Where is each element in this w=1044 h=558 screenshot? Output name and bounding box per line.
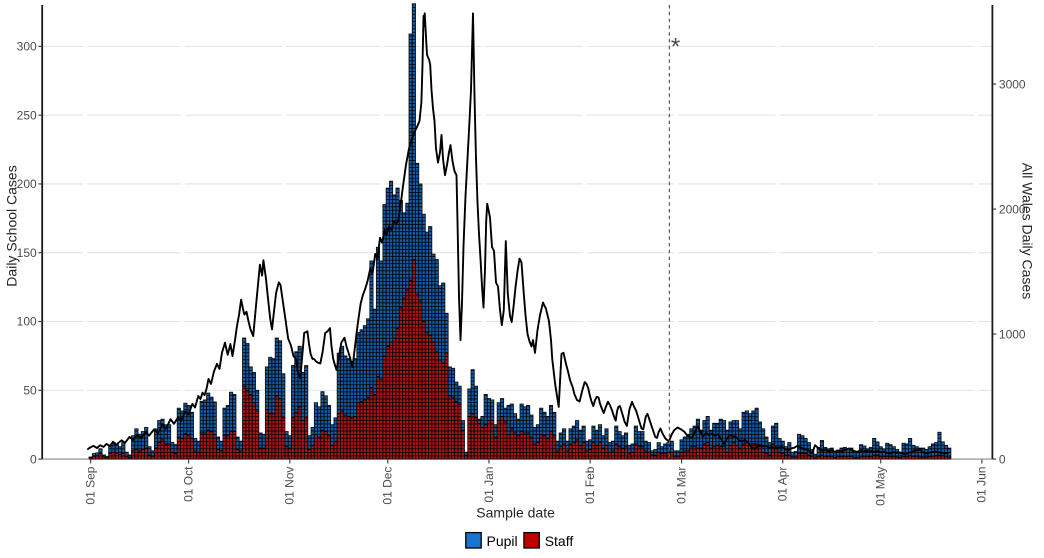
svg-text:01 Sep: 01 Sep: [84, 466, 98, 504]
svg-text:Pupil: Pupil: [487, 533, 518, 549]
svg-text:50: 50: [23, 383, 37, 397]
svg-text:Staff: Staff: [545, 533, 574, 549]
svg-text:01 Feb: 01 Feb: [583, 466, 597, 504]
svg-text:All Wales Daily Cases: All Wales Daily Cases: [1020, 163, 1036, 299]
svg-text:Sample date: Sample date: [476, 505, 555, 521]
svg-text:2000: 2000: [999, 202, 1026, 216]
svg-text:0: 0: [999, 452, 1006, 466]
svg-text:1000: 1000: [999, 327, 1026, 341]
svg-text:01 Jan: 01 Jan: [482, 467, 496, 503]
svg-text:3000: 3000: [999, 77, 1026, 91]
svg-text:01 Dec: 01 Dec: [381, 467, 395, 505]
svg-text:200: 200: [17, 177, 37, 191]
svg-text:300: 300: [17, 40, 37, 54]
svg-text:01 Mar: 01 Mar: [674, 467, 688, 504]
svg-text:150: 150: [17, 246, 37, 260]
svg-text:01 Nov: 01 Nov: [283, 467, 297, 505]
svg-text:*: *: [671, 34, 680, 61]
svg-text:0: 0: [30, 452, 37, 466]
svg-text:Daily School Cases: Daily School Cases: [4, 165, 20, 286]
svg-text:01 May: 01 May: [874, 467, 888, 506]
svg-text:250: 250: [17, 108, 37, 122]
svg-text:100: 100: [17, 315, 37, 329]
svg-text:01 Oct: 01 Oct: [181, 466, 195, 502]
svg-text:01 Jun: 01 Jun: [975, 467, 989, 503]
svg-text:01 Apr: 01 Apr: [776, 467, 790, 502]
